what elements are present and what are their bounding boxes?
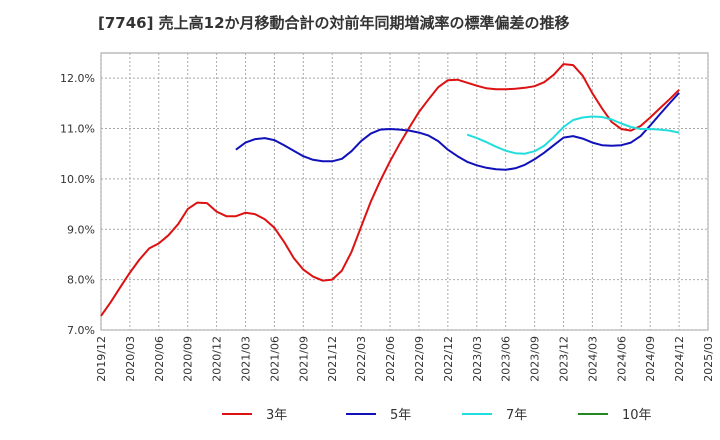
x-tick-label: 2023/12 (557, 336, 570, 382)
x-tick-label: 2023/06 (500, 336, 513, 382)
x-tick-label: 2022/09 (413, 336, 426, 382)
x-tick-label: 2025/03 (702, 336, 715, 382)
x-tick-label: 2022/06 (384, 336, 397, 382)
x-tick-label: 2020/03 (124, 336, 137, 382)
legend-label: 5年 (390, 408, 411, 423)
y-tick-label: 7.0% (67, 324, 95, 337)
series-layer (100, 63, 680, 317)
y-tick-label: 12.0% (60, 72, 95, 85)
x-tick-label: 2023/09 (529, 336, 542, 382)
plot-border (100, 52, 709, 331)
x-tick-label: 2024/09 (644, 336, 657, 382)
x-tick-label: 2024/06 (615, 336, 628, 382)
y-tick-label: 10.0% (60, 173, 95, 186)
legend-label: 7年 (506, 408, 527, 423)
x-tick-label: 2022/12 (442, 336, 455, 382)
y-tick-label: 9.0% (67, 223, 95, 236)
grid-layer (100, 52, 709, 331)
x-tick-label: 2021/12 (326, 336, 339, 382)
series-line-2 (466, 115, 680, 155)
x-tick-label: 2021/06 (268, 336, 281, 382)
series-line-0 (100, 63, 680, 317)
x-tick-label: 2022/03 (355, 336, 368, 382)
x-tick-label: 2024/03 (586, 336, 599, 382)
legend: 3年 5年 7年 10年 (222, 408, 652, 423)
x-tick-label: 2020/06 (153, 336, 166, 382)
x-tick-label: 2023/03 (471, 336, 484, 382)
axis-layer: 7.0% 8.0% 9.0% 10.0% 11.0% 12.0% 2019/12 2020/0… (60, 72, 715, 382)
y-tick-label: 11.0% (60, 123, 95, 136)
y-tick-label: 8.0% (67, 274, 95, 287)
x-tick-label: 2021/09 (297, 336, 310, 382)
x-tick-label: 2019/12 (95, 336, 108, 382)
chart-title: [7746] 売上高12か月移動合計の対前年同期増減率の標準偏差の推移 (98, 14, 570, 32)
x-tick-label: 2024/12 (673, 336, 686, 382)
x-tick-label: 2020/09 (182, 336, 195, 382)
x-tick-label: 2020/12 (211, 336, 224, 382)
legend-label: 3年 (266, 408, 287, 423)
series-line-1 (235, 92, 680, 171)
x-tick-label: 2021/03 (240, 336, 253, 382)
legend-label: 10年 (622, 408, 652, 423)
